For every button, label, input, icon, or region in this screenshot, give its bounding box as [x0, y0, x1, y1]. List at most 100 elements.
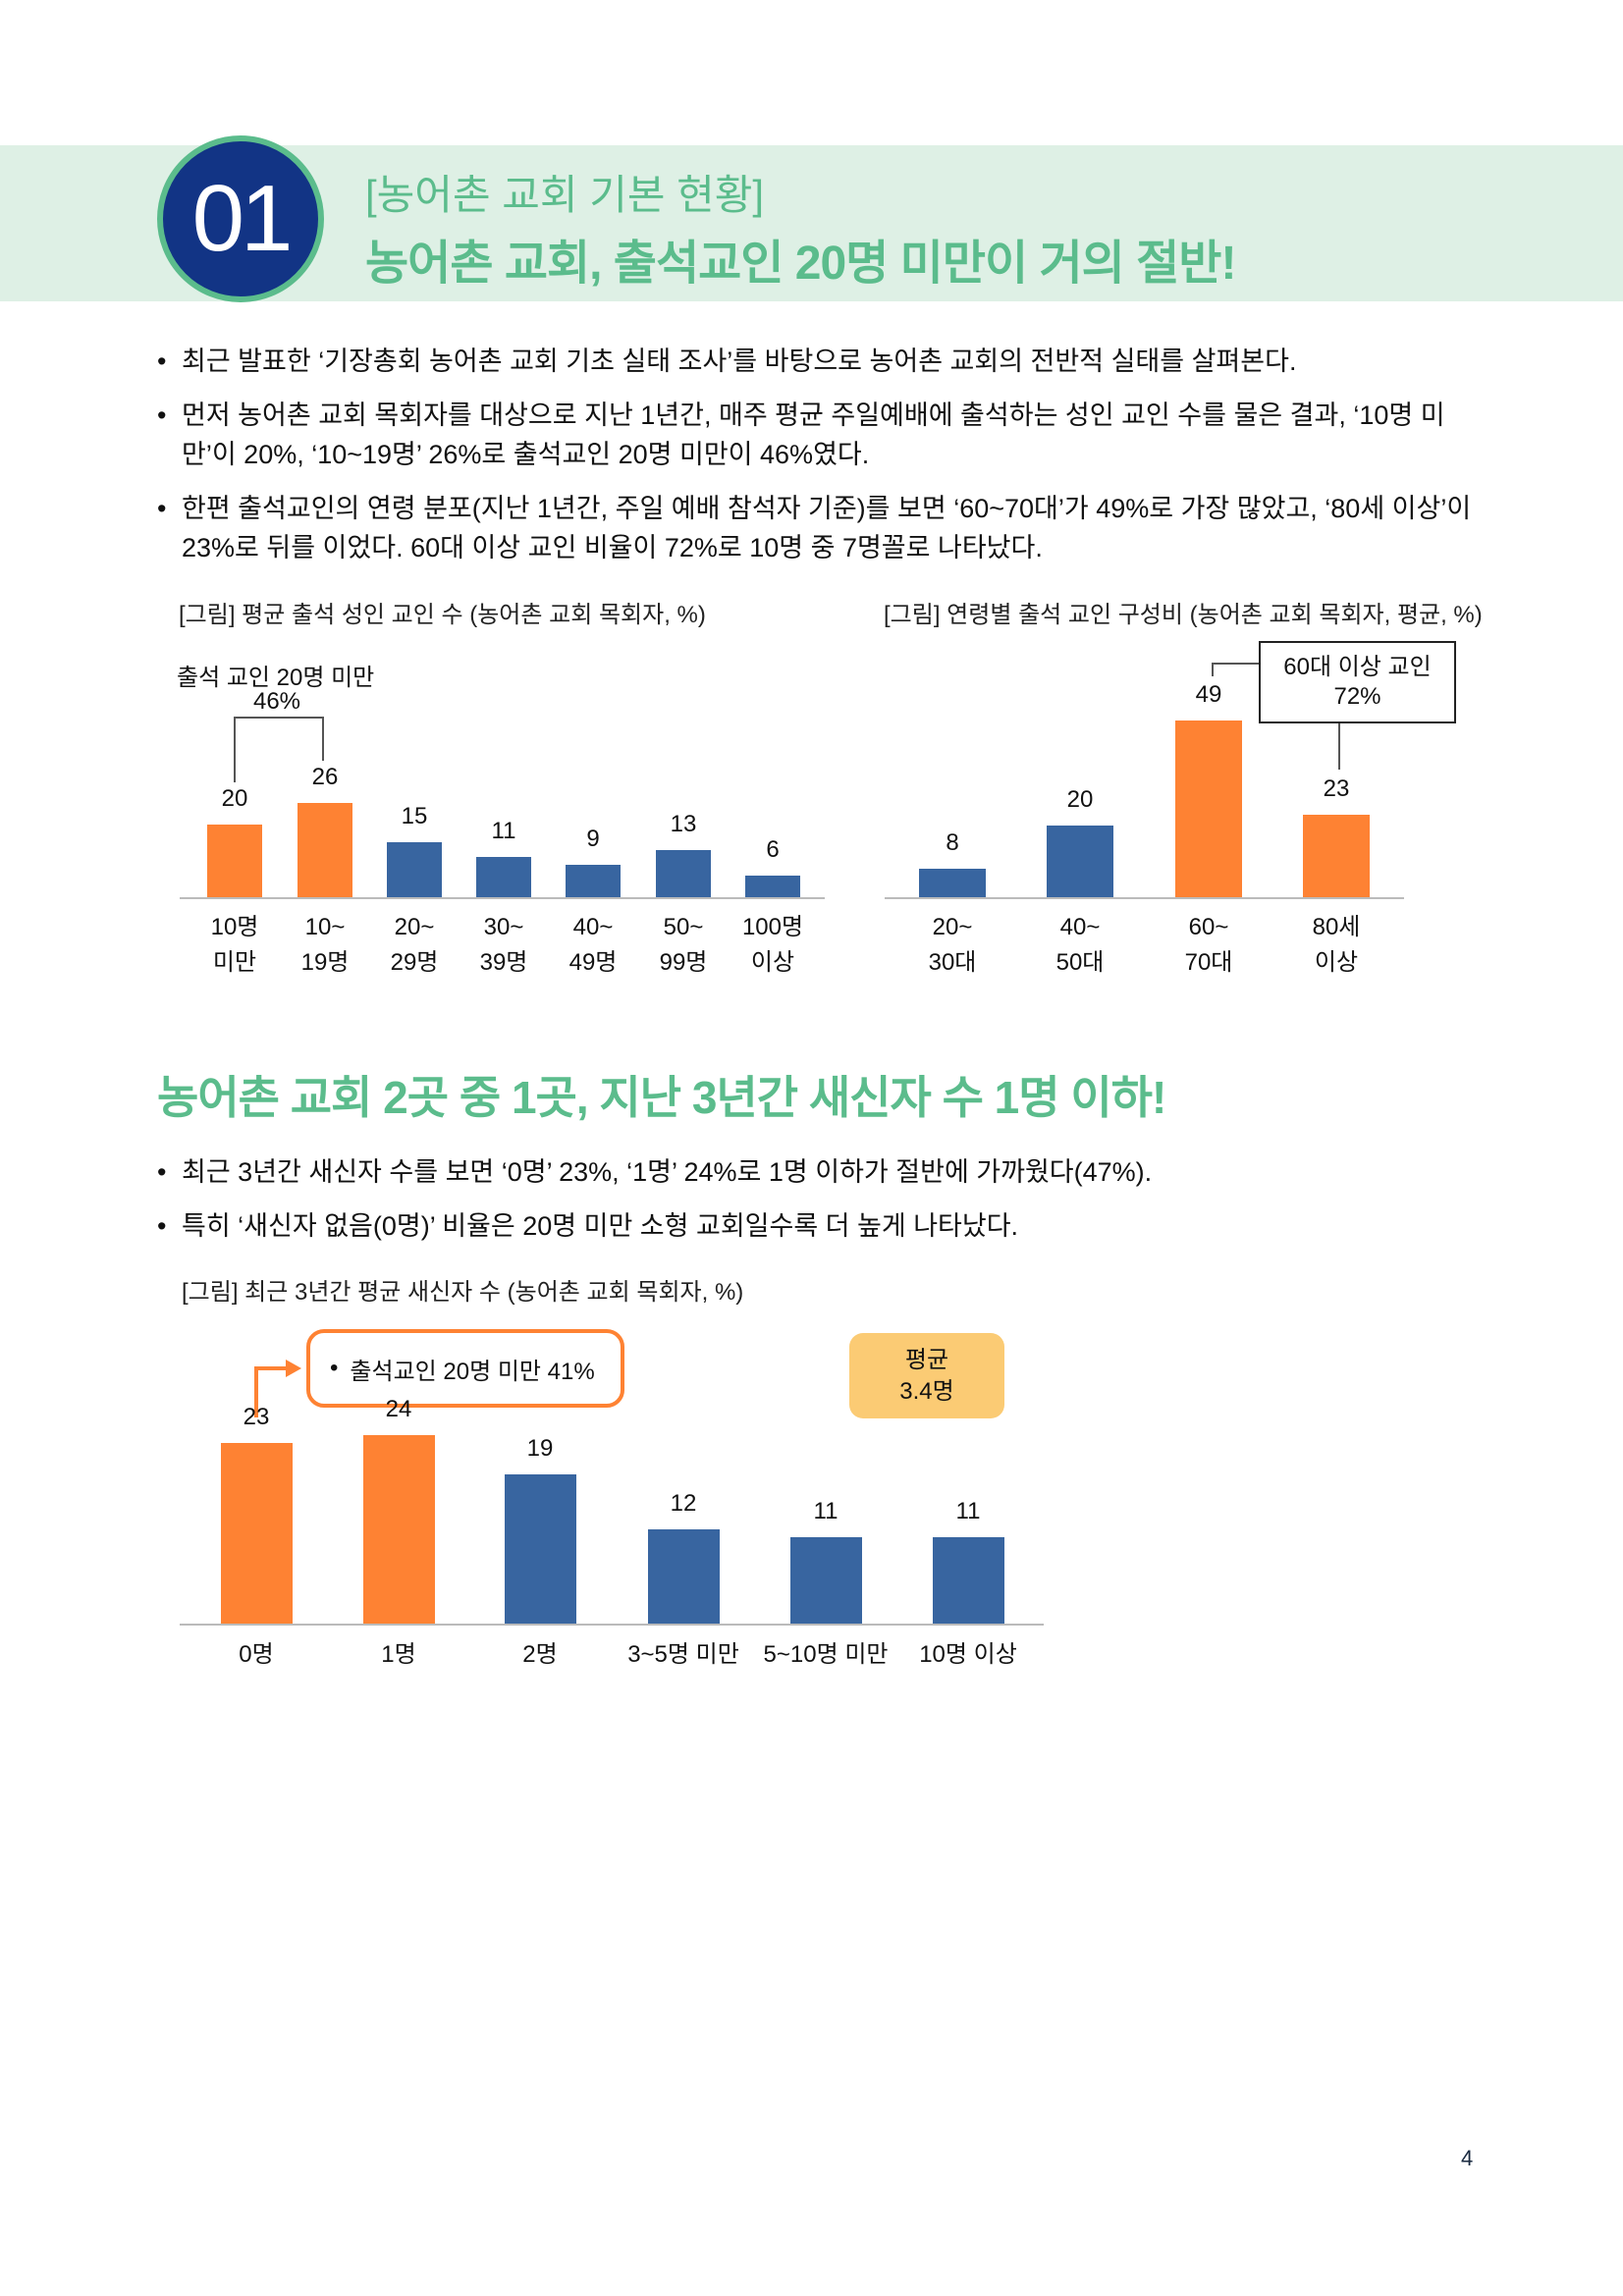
- chart-annotation-value: 46%: [252, 688, 301, 715]
- x-tick-line: 100명: [741, 914, 804, 940]
- x-tick-line: 50~: [663, 914, 704, 940]
- chart-annotation-label: 출석 교인 20명 미만: [177, 665, 375, 691]
- bar: [919, 869, 986, 897]
- bar: [1175, 721, 1242, 897]
- section2-bullets: 최근 3년간 새신자 수를 보면 ‘0명’ 23%, ‘1명’ 24%로 1명 …: [157, 1152, 1492, 1260]
- x-tick-label: 50~ 99명: [624, 910, 742, 981]
- callout-connector: [1212, 663, 1214, 676]
- x-tick-line: 30대: [928, 949, 977, 976]
- callout-label: 60대 이상 교인: [1283, 654, 1432, 680]
- x-tick-line: 20~: [394, 914, 435, 940]
- bar: [932, 1537, 1004, 1624]
- chart-caption: [그림] 최근 3년간 평균 새신자 수 (농어촌 교회 목회자, %): [182, 1279, 744, 1306]
- bar-value-label: 23: [1323, 775, 1350, 802]
- x-tick-label: 60~ 70대: [1150, 910, 1268, 981]
- x-axis: [885, 897, 1404, 899]
- section-number: 01: [191, 166, 294, 271]
- x-tick-label: 40~ 50대: [1021, 910, 1139, 981]
- bar-value-label: 13: [670, 811, 697, 837]
- arrow-line: [254, 1366, 258, 1417]
- x-tick-line: 29명: [390, 949, 439, 976]
- bar-value-label: 9: [586, 826, 600, 852]
- bullet-item: 최근 발표한 ‘기장총회 농어촌 교회 기초 실태 조사’를 바탕으로 농어촌 …: [157, 342, 1492, 381]
- bracket-line: [322, 717, 324, 761]
- section-number-badge: 01: [157, 135, 324, 302]
- x-axis: [180, 897, 825, 899]
- bullet-item: 먼저 농어촌 교회 목회자를 대상으로 지난 1년간, 매주 평균 주일예배에 …: [157, 396, 1492, 474]
- x-tick-line: 70대: [1184, 949, 1233, 976]
- bar: [362, 1435, 435, 1624]
- page-number: 4: [1461, 2146, 1474, 2170]
- bar: [504, 1474, 576, 1624]
- x-tick-line: 60~: [1188, 914, 1229, 940]
- x-axis: [180, 1624, 1044, 1626]
- callout-connector: [1338, 723, 1340, 770]
- x-tick-label: 20~ 30대: [893, 910, 1011, 981]
- age-callout-box: 60대 이상 교인 72%: [1259, 641, 1456, 723]
- x-tick-line: 이상: [1314, 949, 1359, 976]
- average-badge: 평균 3.4명: [849, 1333, 1004, 1418]
- x-tick-line: 30~: [483, 914, 524, 940]
- arrow-line: [254, 1366, 288, 1370]
- x-tick-label: 3~5명 미만: [627, 1641, 739, 1668]
- bracket-line: [234, 717, 236, 782]
- callout-value: 72%: [1333, 683, 1381, 710]
- bar: [220, 1443, 293, 1624]
- chart-caption: [그림] 연령별 출석 교인 구성비 (농어촌 교회 목회자, 평균, %): [884, 602, 1483, 628]
- bar: [1303, 815, 1370, 897]
- average-label: 평균: [904, 1346, 949, 1373]
- bar-value-label: 6: [766, 836, 780, 863]
- x-tick-line: 20~: [932, 914, 973, 940]
- x-tick-label: 20~ 29명: [355, 910, 473, 981]
- x-tick-line: 10명: [210, 914, 259, 940]
- x-tick-label: 1명: [381, 1641, 416, 1668]
- callout-connector: [1212, 663, 1259, 665]
- bar-value-label: 12: [670, 1490, 697, 1517]
- bar-value-label: 20: [1066, 786, 1094, 813]
- x-tick-line: 이상: [750, 949, 795, 976]
- bullet-item: 특히 ‘새신자 없음(0명)’ 비율은 20명 미만 소형 교회일수록 더 높게…: [157, 1206, 1492, 1246]
- bar-value-label: 26: [311, 764, 339, 790]
- x-tick-label: 10명 이상: [919, 1641, 1017, 1668]
- callout-text: 출석교인 20명 미만 41%: [350, 1358, 595, 1385]
- x-tick-line: 40~: [572, 914, 614, 940]
- bracket-line: [234, 717, 324, 719]
- page-title: 농어촌 교회, 출석교인 20명 미만이 거의 절반!: [365, 238, 1236, 290]
- bar: [656, 850, 711, 897]
- x-tick-line: 99명: [659, 949, 708, 976]
- x-tick-line: 19명: [300, 949, 350, 976]
- bar-value-label: 11: [955, 1498, 981, 1524]
- bar: [298, 803, 352, 897]
- bar: [207, 825, 262, 897]
- x-tick-label: 30~ 39명: [445, 910, 563, 981]
- header-subtitle: [농어촌 교회 기본 현황]: [365, 172, 765, 218]
- bar-value-label: 11: [813, 1498, 839, 1524]
- x-tick-label: 40~ 49명: [534, 910, 652, 981]
- x-tick-line: 80세: [1312, 914, 1361, 940]
- bar: [789, 1537, 862, 1624]
- x-tick-line: 39명: [479, 949, 528, 976]
- x-tick-line: 49명: [568, 949, 618, 976]
- bar: [387, 842, 442, 897]
- bullet-item: 한편 출석교인의 연령 분포(지난 1년간, 주일 예배 참석자 기준)를 보면…: [157, 489, 1492, 567]
- section-title: 농어촌 교회 2곳 중 1곳, 지난 3년간 새신자 수 1명 이하!: [157, 1072, 1166, 1123]
- x-tick-line: 10~: [304, 914, 346, 940]
- bar-value-label: 23: [243, 1404, 270, 1430]
- x-tick-label: 10~ 19명: [266, 910, 384, 981]
- small-church-callout: • 출석교인 20명 미만 41%: [306, 1329, 624, 1408]
- bullet-item: 최근 3년간 새신자 수를 보면 ‘0명’ 23%, ‘1명’ 24%로 1명 …: [157, 1152, 1492, 1192]
- average-value: 3.4명: [899, 1377, 954, 1405]
- x-tick-line: 50대: [1055, 949, 1105, 976]
- arrow-head-icon: [286, 1360, 301, 1377]
- bar-value-label: 11: [491, 818, 516, 844]
- bar: [476, 857, 531, 897]
- bar-value-label: 49: [1195, 681, 1222, 708]
- bar-value-label: 8: [946, 829, 959, 856]
- x-tick-line: 미만: [212, 949, 257, 976]
- chart-caption: [그림] 평균 출석 성인 교인 수 (농어촌 교회 목회자, %): [179, 602, 706, 628]
- bar: [745, 876, 800, 897]
- bar-value-label: 24: [385, 1396, 412, 1422]
